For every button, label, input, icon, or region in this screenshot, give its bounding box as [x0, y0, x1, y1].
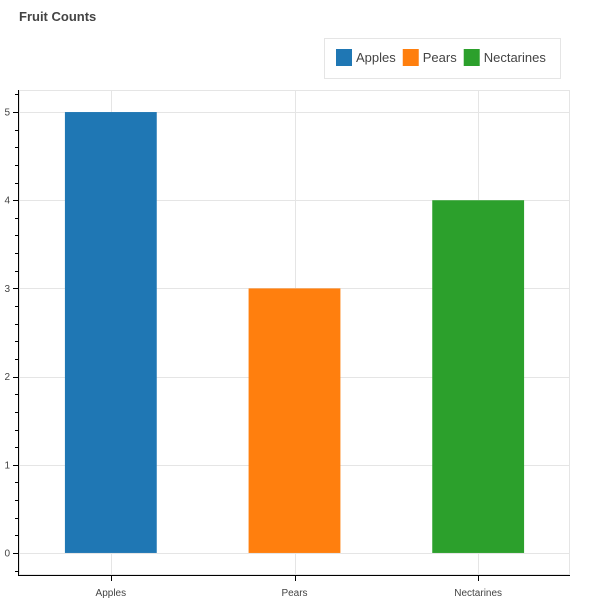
legend-box	[324, 38, 561, 79]
y-tick-label: 3	[4, 284, 10, 295]
x-tick-label: Nectarines	[454, 588, 502, 599]
x-tick-label: Apples	[96, 588, 127, 599]
y-tick-label: 2	[4, 372, 10, 383]
y-tick-label: 0	[4, 548, 10, 559]
bar-pears	[248, 288, 341, 553]
bars	[64, 112, 525, 553]
y-tick-label: 4	[4, 196, 10, 207]
plot-frame	[19, 90, 570, 575]
legend-swatch-pears	[402, 49, 419, 66]
legend-swatch-apples	[336, 49, 352, 66]
legend-label-pears: Pears	[423, 50, 457, 65]
y-tick-label: 5	[4, 108, 10, 119]
legend-swatch-nectarines	[463, 49, 480, 66]
chart-title: Fruit Counts	[19, 9, 97, 24]
y-axis-ticks: 0 1 2 3 4 5	[4, 94, 19, 572]
legend-label-nectarines: Nectarines	[484, 50, 547, 65]
x-tick-label: Pears	[281, 588, 307, 599]
legend-label-apples: Apples	[356, 50, 396, 65]
bar-nectarines	[432, 200, 525, 553]
x-axis-ticks: Apples Pears Nectarines	[96, 575, 502, 599]
legend: Apples Pears Nectarines	[324, 38, 561, 79]
y-tick-label: 1	[4, 460, 10, 471]
bar-apples	[64, 112, 157, 553]
